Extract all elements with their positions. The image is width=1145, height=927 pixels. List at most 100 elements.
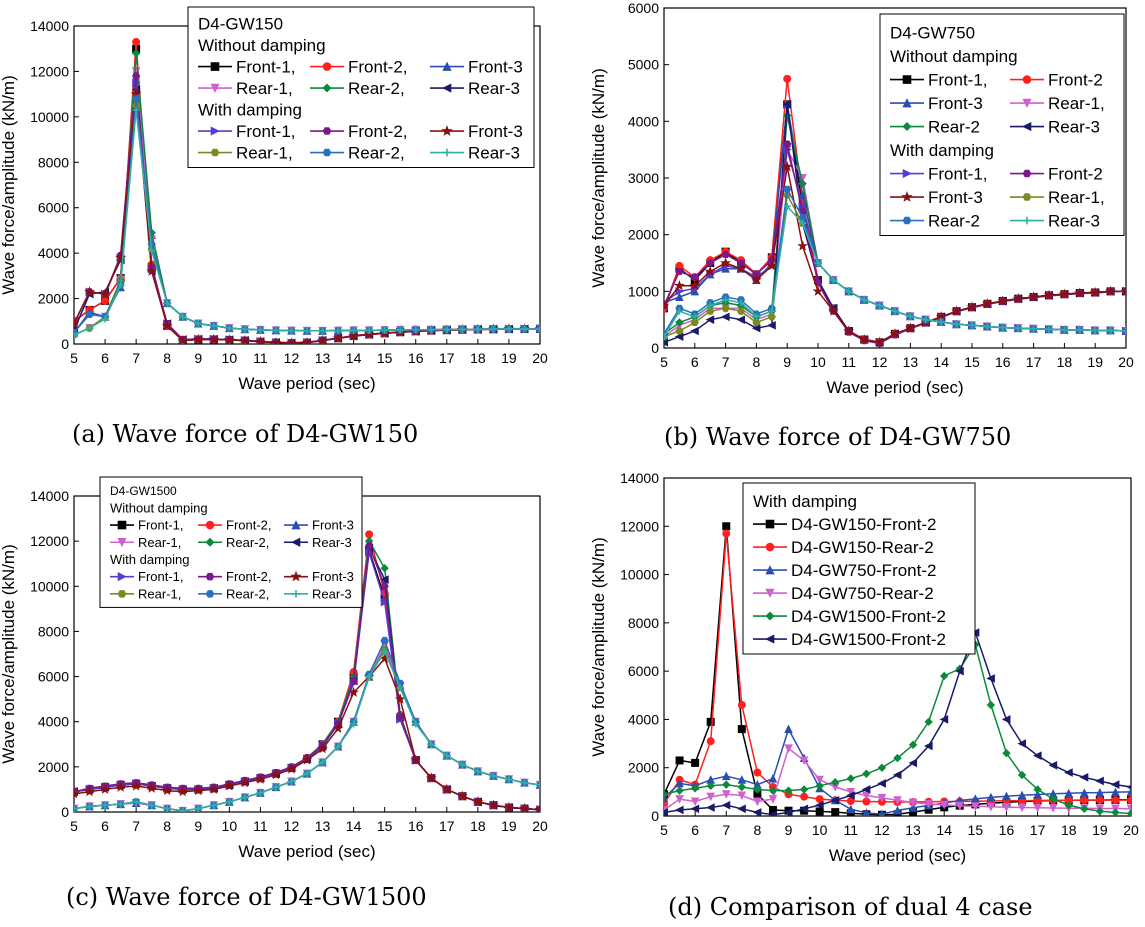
x-tick-label: 14 xyxy=(933,354,949,370)
legend-marker xyxy=(765,542,775,552)
data-point xyxy=(210,322,218,330)
data-point xyxy=(768,810,777,816)
legend-marker xyxy=(290,570,302,582)
data-point xyxy=(115,781,126,792)
legend-entry-label: Rear-2, xyxy=(226,535,269,550)
data-point xyxy=(828,305,839,316)
data-point xyxy=(783,185,792,193)
data-point xyxy=(194,805,202,812)
data-point xyxy=(706,307,715,315)
data-point xyxy=(812,285,824,296)
x-tick-label: 6 xyxy=(101,350,109,366)
x-tick-label: 13 xyxy=(905,822,921,838)
series-layer xyxy=(74,37,540,344)
legend-marker xyxy=(205,590,215,598)
data-point xyxy=(845,287,853,295)
legend-entry-label: Front-2 xyxy=(1048,165,1103,184)
data-point xyxy=(815,800,824,810)
y-tick-label: 6000 xyxy=(628,0,659,16)
data-point xyxy=(474,325,482,333)
y-tick-label: 12000 xyxy=(30,533,69,549)
data-point xyxy=(192,785,204,796)
x-tick-label: 17 xyxy=(1030,822,1046,838)
x-tick-label: 9 xyxy=(783,354,791,370)
data-point xyxy=(768,795,778,804)
chart-panel-2: 5 6 7 8 9 10 11 12 13 14 15 16 17 18 19 20 0 1000 2000 3000… xyxy=(589,0,1134,451)
data-point xyxy=(862,791,871,801)
data-point xyxy=(1111,787,1120,797)
y-axis-label: Wave force/amplitude (kN/m) xyxy=(589,68,608,287)
x-tick-label: 17 xyxy=(439,350,455,366)
data-point xyxy=(148,247,156,255)
data-point xyxy=(536,781,540,789)
data-point xyxy=(85,310,94,318)
legend-entry-label: Front-3 xyxy=(928,94,983,113)
x-tick-label: 19 xyxy=(501,818,517,834)
legend-marker xyxy=(902,168,912,179)
data-point xyxy=(534,804,540,812)
data-point xyxy=(117,800,125,808)
legend-entry-label: D4-GW750-Front-2 xyxy=(791,561,936,580)
legend-box xyxy=(879,13,1125,236)
legend-entry-label: Front-2 xyxy=(1048,71,1103,90)
data-point xyxy=(519,802,530,812)
data-point xyxy=(1122,327,1126,335)
legend-marker xyxy=(765,611,775,621)
data-point xyxy=(350,326,358,334)
x-tick-label: 13 xyxy=(315,818,331,834)
data-point xyxy=(706,803,715,812)
legend-marker xyxy=(442,61,452,71)
data-point xyxy=(1095,796,1104,805)
legend-group-label: Without damping xyxy=(198,36,326,55)
data-point xyxy=(148,801,156,809)
data-point xyxy=(489,325,497,333)
x-tick-label: 11 xyxy=(253,818,268,834)
data-point xyxy=(675,327,684,335)
x-tick-label: 15 xyxy=(377,350,393,366)
data-point xyxy=(1127,796,1131,805)
data-point xyxy=(955,801,965,811)
data-point xyxy=(208,333,220,344)
x-tick-label: 19 xyxy=(1087,354,1103,370)
legend-entry-label: Front-3 xyxy=(312,518,354,533)
x-tick-label: 7 xyxy=(722,822,730,838)
data-point xyxy=(380,575,389,584)
x-tick-label: 8 xyxy=(163,818,171,834)
data-point xyxy=(146,782,158,793)
data-point xyxy=(256,789,264,797)
data-point xyxy=(1002,803,1011,812)
data-point xyxy=(412,326,420,334)
data-point xyxy=(147,240,156,248)
data-point xyxy=(443,752,451,760)
y-tick-label: 5000 xyxy=(628,57,659,73)
data-point xyxy=(720,257,731,268)
data-point xyxy=(752,319,761,326)
legend-title: With damping xyxy=(753,492,857,511)
data-point xyxy=(84,786,95,797)
legend-marker xyxy=(322,83,332,93)
data-point xyxy=(753,768,762,777)
data-point xyxy=(862,808,871,816)
data-point xyxy=(301,754,313,765)
x-tick-label: 17 xyxy=(1026,354,1042,370)
data-point xyxy=(675,307,683,315)
legend-marker xyxy=(322,148,332,157)
data-point xyxy=(737,299,745,307)
chart-panel-4: 5 6 7 8 9 10 11 12 13 14 15 16 17 18 19 20 0 2000 4000 6000… xyxy=(589,470,1139,921)
series-line-4 xyxy=(74,643,540,812)
legend-entry-label: Front-2, xyxy=(348,122,408,141)
legend-entry-label: Front-3 xyxy=(312,569,354,584)
legend: D4-GW150 Without damping Front-1, Front-2, F… xyxy=(187,6,535,168)
legend-entry-label: Front-2, xyxy=(348,58,408,77)
data-point xyxy=(891,307,899,315)
data-point xyxy=(1002,791,1011,801)
data-point xyxy=(704,265,716,277)
data-point xyxy=(737,725,746,734)
data-point xyxy=(489,772,497,780)
legend-marker xyxy=(117,520,127,530)
data-point xyxy=(893,805,902,815)
x-tick-label: 18 xyxy=(470,818,486,834)
y-tick-label: 14000 xyxy=(30,18,69,34)
x-tick-label: 10 xyxy=(812,822,828,838)
legend-entry-label: D4-GW1500-Front-2 xyxy=(791,630,946,649)
